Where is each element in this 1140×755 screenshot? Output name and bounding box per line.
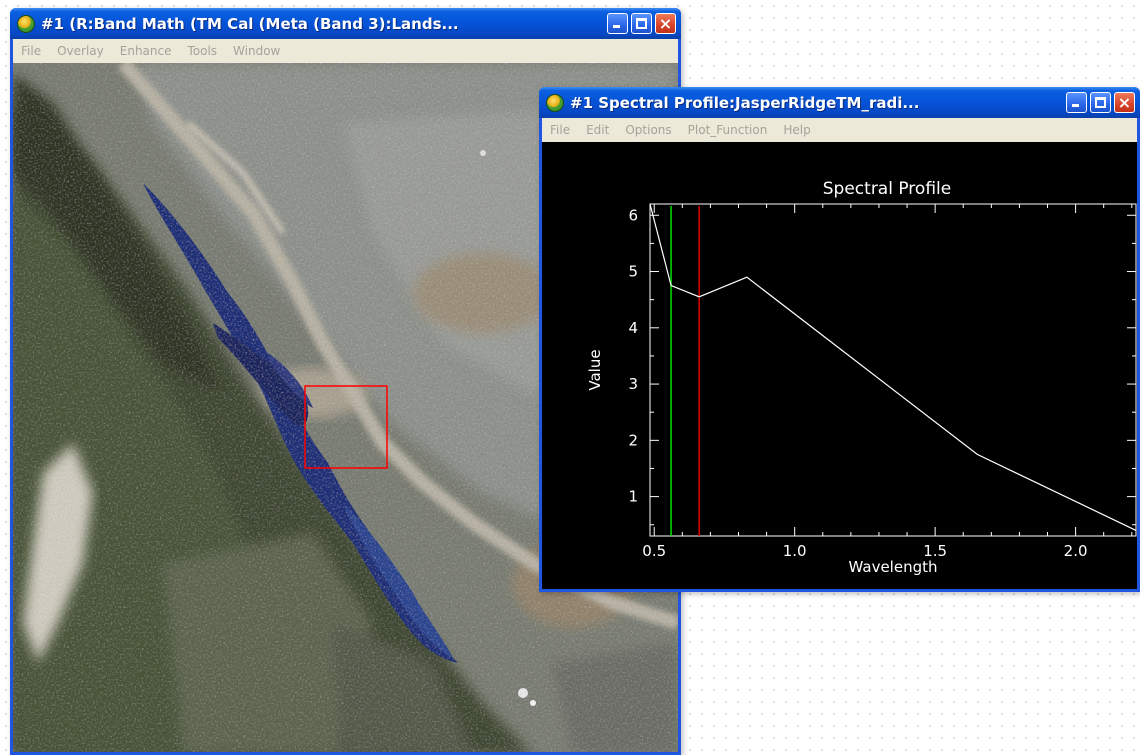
menu-options[interactable]: Options [625,123,672,137]
menu-edit[interactable]: Edit [586,123,610,137]
y-tick-label: 6 [628,206,638,224]
profile-window-menubar: File Edit Options Plot_Function Help [542,118,1137,142]
axis-ticks: 0.5 1.0 1.5 2.0 1 2 3 4 5 6 [628,204,1136,560]
image-window-menubar: File Overlay Enhance Tools Window [13,39,678,63]
y-tick-label: 3 [628,375,638,393]
app-globe-icon[interactable] [17,14,35,33]
minimize-icon [1072,104,1079,107]
zoom-box[interactable] [304,385,388,469]
maximize-icon [1095,97,1106,108]
menu-tools[interactable]: Tools [187,44,218,58]
app-globe-icon[interactable] [546,93,564,112]
spectral-profile-chart: Spectral Profile 0.5 1.0 1.5 2.0 1 2 3 4 5 6 Wave… [586,179,1137,576]
maximize-button[interactable] [1090,92,1111,113]
y-tick-label: 1 [628,488,638,506]
minimize-button[interactable] [607,13,628,34]
spectral-profile-window[interactable]: #1 Spectral Profile:JasperRidgeTM_radi..… [539,87,1140,592]
profile-series-line [649,203,1137,531]
menu-window[interactable]: Window [233,44,281,58]
menu-file[interactable]: File [550,123,571,137]
x-tick-label: 1.0 [783,542,807,560]
menu-overlay[interactable]: Overlay [57,44,104,58]
x-tick-label: 2.0 [1064,542,1088,560]
x-tick-label: 0.5 [642,542,666,560]
wavelength-markers [670,206,700,536]
maximize-icon [636,18,647,29]
menu-help[interactable]: Help [783,123,811,137]
chart-title: Spectral Profile [823,179,951,199]
y-tick-label: 4 [628,319,638,337]
y-tick-label: 5 [628,263,638,281]
y-tick-label: 2 [628,431,638,449]
image-window-title: #1 (R:Band Math (TM Cal (Meta (Band 3):L… [41,14,459,33]
menu-file[interactable]: File [21,44,42,58]
x-tick-label: 1.5 [923,542,947,560]
profile-window-title: #1 Spectral Profile:JasperRidgeTM_radi..… [570,93,920,112]
profile-window-titlebar[interactable]: #1 Spectral Profile:JasperRidgeTM_radi..… [539,87,1140,118]
minimize-button[interactable] [1066,92,1087,113]
close-button[interactable]: × [655,13,676,34]
y-axis-label: Value [586,349,604,390]
maximize-button[interactable] [631,13,652,34]
close-icon: × [658,14,673,33]
menu-enhance[interactable]: Enhance [119,44,172,58]
x-axis-label: Wavelength [849,558,938,576]
close-icon: × [1117,93,1132,112]
image-window-titlebar[interactable]: #1 (R:Band Math (TM Cal (Meta (Band 3):L… [10,8,681,39]
plot-frame [649,203,1137,537]
minimize-icon [613,25,620,28]
menu-plot-function[interactable]: Plot_Function [687,123,768,137]
spectral-profile-plot[interactable]: Spectral Profile 0.5 1.0 1.5 2.0 1 2 3 4 5 6 Wave… [542,142,1137,589]
close-button[interactable]: × [1114,92,1135,113]
